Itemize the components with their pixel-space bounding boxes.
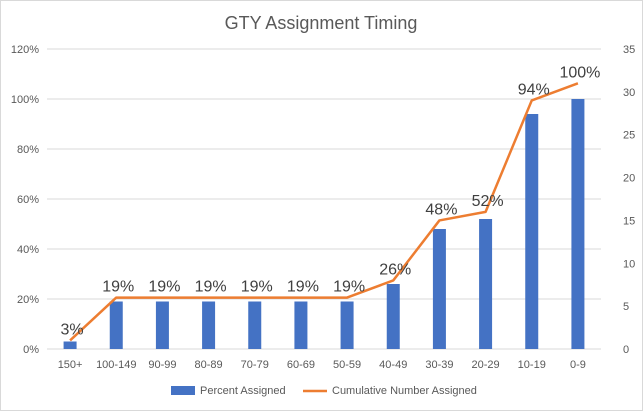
cumulative-line xyxy=(69,82,579,342)
right-axis-tick-label: 15 xyxy=(623,215,635,227)
x-axis-tick-label: 10-19 xyxy=(518,359,546,371)
x-axis: 150+ 100-149 90-99 80-89 70-79 60-69 50-59 40-4… xyxy=(58,359,586,371)
x-axis-tick-label: 60-69 xyxy=(287,359,315,371)
data-label: 48% xyxy=(425,201,457,218)
bar xyxy=(109,301,123,349)
bar xyxy=(63,341,77,349)
bar xyxy=(386,284,400,349)
data-label: 19% xyxy=(195,279,227,296)
gridlines xyxy=(47,48,601,350)
x-axis-tick-label: 40-49 xyxy=(379,359,407,371)
data-label: 19% xyxy=(333,279,365,296)
right-axis-tick-label: 10 xyxy=(623,258,635,270)
bar xyxy=(294,301,308,349)
bar xyxy=(571,99,585,349)
x-axis-tick-label: 30-39 xyxy=(425,359,453,371)
left-axis-tick-label: 80% xyxy=(17,144,39,156)
right-axis: 0 5 10 15 20 25 30 35 xyxy=(623,44,635,356)
right-axis-tick-label: 30 xyxy=(623,87,635,99)
left-axis-tick-label: 0% xyxy=(23,344,39,356)
left-axis-tick-label: 40% xyxy=(17,244,39,256)
x-axis-tick-label: 50-59 xyxy=(333,359,361,371)
legend-label-cumulative-number: Cumulative Number Assigned xyxy=(332,385,477,397)
legend: Percent Assigned Cumulative Number Assig… xyxy=(171,385,477,397)
data-label: 100% xyxy=(559,64,600,81)
chart-title: GTY Assignment Timing xyxy=(225,13,418,33)
x-axis-tick-label: 100-149 xyxy=(96,359,136,371)
left-axis-tick-label: 100% xyxy=(11,94,39,106)
left-axis: 0% 20% 40% 60% 80% 100% 120% xyxy=(11,44,39,356)
bar xyxy=(202,301,216,349)
line-series xyxy=(69,82,579,342)
bar xyxy=(340,301,354,349)
right-axis-tick-label: 25 xyxy=(623,130,635,142)
right-axis-tick-label: 5 xyxy=(623,301,629,313)
left-axis-tick-label: 60% xyxy=(17,194,39,206)
left-axis-tick-label: 20% xyxy=(17,294,39,306)
bar xyxy=(248,301,262,349)
bar xyxy=(479,219,493,349)
data-label: 94% xyxy=(518,81,550,98)
x-axis-tick-label: 90-99 xyxy=(148,359,176,371)
data-labels: 3% 19% 19% 19% 19% 19% 19% 26% 48% 52% 94% 100% xyxy=(61,64,601,338)
data-label: 19% xyxy=(148,279,180,296)
x-axis-tick-label: 80-89 xyxy=(195,359,223,371)
bar xyxy=(432,229,446,349)
x-axis-tick-label: 0-9 xyxy=(570,359,586,371)
data-label: 3% xyxy=(61,321,84,338)
bar xyxy=(525,114,539,349)
x-axis-tick-label: 70-79 xyxy=(241,359,269,371)
legend-swatch-percent-assigned xyxy=(171,386,195,395)
x-axis-tick-label: 150+ xyxy=(58,359,83,371)
x-axis-tick-label: 20-29 xyxy=(472,359,500,371)
legend-label-percent-assigned: Percent Assigned xyxy=(200,385,286,397)
left-axis-tick-label: 120% xyxy=(11,44,39,56)
data-label: 26% xyxy=(379,261,411,278)
data-label: 19% xyxy=(102,279,134,296)
bar-series xyxy=(63,99,585,349)
right-axis-tick-label: 35 xyxy=(623,44,635,56)
data-label: 19% xyxy=(287,279,319,296)
right-axis-tick-label: 0 xyxy=(623,344,629,356)
data-label: 52% xyxy=(472,193,504,210)
bar xyxy=(155,301,169,349)
right-axis-tick-label: 20 xyxy=(623,173,635,185)
data-label: 19% xyxy=(241,279,273,296)
